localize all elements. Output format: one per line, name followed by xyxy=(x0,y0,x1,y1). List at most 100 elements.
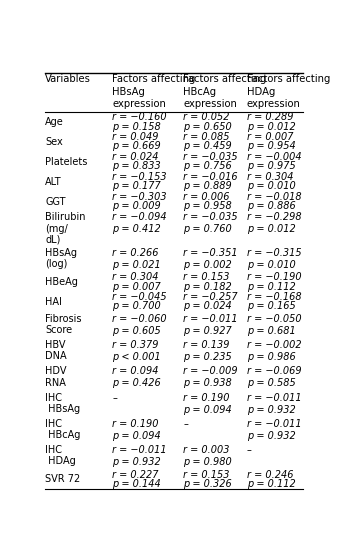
Text: p = 0.165: p = 0.165 xyxy=(247,301,295,311)
Text: p = 0.932: p = 0.932 xyxy=(247,405,295,415)
Text: r = −0.153: r = −0.153 xyxy=(112,172,167,182)
Text: p = 0.886: p = 0.886 xyxy=(247,201,295,211)
Text: r = −0.009: r = −0.009 xyxy=(184,367,238,376)
Text: p = 0.681: p = 0.681 xyxy=(247,326,295,336)
Text: r = 0.153: r = 0.153 xyxy=(184,470,230,480)
Text: r = −0.035: r = −0.035 xyxy=(184,152,238,162)
Text: p = 0.980: p = 0.980 xyxy=(184,457,232,467)
Text: r = 0.246: r = 0.246 xyxy=(247,470,293,480)
Text: r = −0.315: r = −0.315 xyxy=(247,248,301,258)
Text: r = 0.227: r = 0.227 xyxy=(112,470,159,480)
Text: p = 0.007: p = 0.007 xyxy=(112,282,161,291)
Text: r = 0.190: r = 0.190 xyxy=(112,419,159,429)
Text: r = 0.003: r = 0.003 xyxy=(184,445,230,455)
Text: r = 0.006: r = 0.006 xyxy=(184,192,230,202)
Text: HDAg: HDAg xyxy=(45,457,76,466)
Text: r = 0.304: r = 0.304 xyxy=(112,272,159,283)
Text: DNA: DNA xyxy=(45,352,67,362)
Text: r = −0.004: r = −0.004 xyxy=(247,152,301,162)
Text: IHC: IHC xyxy=(45,419,62,429)
Text: HBeAg: HBeAg xyxy=(45,277,78,287)
Text: p = 0.012: p = 0.012 xyxy=(247,224,295,233)
Text: r = −0.050: r = −0.050 xyxy=(247,314,301,324)
Text: r = −0.011: r = −0.011 xyxy=(247,419,301,429)
Text: r = 0.007: r = 0.007 xyxy=(247,132,293,142)
Text: HBsAg: HBsAg xyxy=(45,404,80,414)
Text: r = 0.139: r = 0.139 xyxy=(184,340,230,350)
Text: HDV: HDV xyxy=(45,367,67,376)
Text: p = 0.975: p = 0.975 xyxy=(247,161,295,171)
Text: (mg/: (mg/ xyxy=(45,224,68,233)
Text: r = −0.060: r = −0.060 xyxy=(112,314,167,324)
Text: (log): (log) xyxy=(45,259,68,269)
Text: ALT: ALT xyxy=(45,177,62,187)
Text: r = −0.011: r = −0.011 xyxy=(184,314,238,324)
Text: r = −0.016: r = −0.016 xyxy=(184,172,238,182)
Text: p = 0.112: p = 0.112 xyxy=(247,479,295,489)
Text: p = 0.009: p = 0.009 xyxy=(112,201,161,211)
Text: p = 0.177: p = 0.177 xyxy=(112,181,161,192)
Text: Age: Age xyxy=(45,117,64,127)
Text: HAI: HAI xyxy=(45,297,62,307)
Text: p = 0.605: p = 0.605 xyxy=(112,326,161,336)
Text: Factors affecting
HBcAg
expression: Factors affecting HBcAg expression xyxy=(184,75,267,109)
Text: p = 0.158: p = 0.158 xyxy=(112,121,161,131)
Text: Platelets: Platelets xyxy=(45,157,87,167)
Text: p = 0.700: p = 0.700 xyxy=(112,301,161,311)
Text: r = 0.094: r = 0.094 xyxy=(112,367,159,376)
Text: p = 0.938: p = 0.938 xyxy=(184,379,232,389)
Text: HBV: HBV xyxy=(45,340,66,350)
Text: r = −0.168: r = −0.168 xyxy=(247,293,301,302)
Text: IHC: IHC xyxy=(45,392,62,402)
Text: p = 0.112: p = 0.112 xyxy=(247,282,295,291)
Text: r = 0.052: r = 0.052 xyxy=(184,113,230,123)
Text: Factors affecting
HBsAg
expression: Factors affecting HBsAg expression xyxy=(112,75,196,109)
Text: Bilirubin: Bilirubin xyxy=(45,213,86,222)
Text: p = 0.235: p = 0.235 xyxy=(184,352,232,362)
Text: Sex: Sex xyxy=(45,137,63,147)
Text: Factors affecting
HDAg
expression: Factors affecting HDAg expression xyxy=(247,75,330,109)
Text: –: – xyxy=(247,445,252,455)
Text: dL): dL) xyxy=(45,235,61,245)
Text: r = −0.002: r = −0.002 xyxy=(247,340,301,350)
Text: p = 0.927: p = 0.927 xyxy=(184,326,232,336)
Text: r = −0.045: r = −0.045 xyxy=(112,293,167,302)
Text: p = 0.326: p = 0.326 xyxy=(184,479,232,489)
Text: r = 0.190: r = 0.190 xyxy=(184,392,230,402)
Text: r = 0.289: r = 0.289 xyxy=(247,113,293,123)
Text: p = 0.094: p = 0.094 xyxy=(112,431,161,441)
Text: p = 0.024: p = 0.024 xyxy=(184,301,232,311)
Text: r = −0.303: r = −0.303 xyxy=(112,192,167,202)
Text: r = 0.085: r = 0.085 xyxy=(184,132,230,142)
Text: p = 0.010: p = 0.010 xyxy=(247,260,295,270)
Text: r = 0.379: r = 0.379 xyxy=(112,340,159,350)
Text: p = 0.585: p = 0.585 xyxy=(247,379,295,389)
Text: r = −0.011: r = −0.011 xyxy=(247,392,301,402)
Text: p = 0.958: p = 0.958 xyxy=(184,201,232,211)
Text: r = 0.266: r = 0.266 xyxy=(112,248,159,258)
Text: r = −0.035: r = −0.035 xyxy=(184,213,238,222)
Text: RNA: RNA xyxy=(45,378,66,388)
Text: p < 0.001: p < 0.001 xyxy=(112,352,161,362)
Text: p = 0.002: p = 0.002 xyxy=(184,260,232,270)
Text: r = −0.351: r = −0.351 xyxy=(184,248,238,258)
Text: p = 0.833: p = 0.833 xyxy=(112,161,161,171)
Text: r = 0.304: r = 0.304 xyxy=(247,172,293,182)
Text: r = −0.094: r = −0.094 xyxy=(112,213,167,222)
Text: p = 0.182: p = 0.182 xyxy=(184,282,232,291)
Text: –: – xyxy=(112,392,117,402)
Text: p = 0.459: p = 0.459 xyxy=(184,141,232,151)
Text: p = 0.954: p = 0.954 xyxy=(247,141,295,151)
Text: HBsAg: HBsAg xyxy=(45,248,77,258)
Text: p = 0.932: p = 0.932 xyxy=(247,431,295,441)
Text: r = −0.069: r = −0.069 xyxy=(247,367,301,376)
Text: p = 0.094: p = 0.094 xyxy=(184,405,232,415)
Text: p = 0.889: p = 0.889 xyxy=(184,181,232,192)
Text: p = 0.010: p = 0.010 xyxy=(247,181,295,192)
Text: HBcAg: HBcAg xyxy=(45,430,81,440)
Text: p = 0.426: p = 0.426 xyxy=(112,379,161,389)
Text: p = 0.144: p = 0.144 xyxy=(112,479,161,489)
Text: –: – xyxy=(184,419,188,429)
Text: r = 0.024: r = 0.024 xyxy=(112,152,159,162)
Text: p = 0.932: p = 0.932 xyxy=(112,457,161,467)
